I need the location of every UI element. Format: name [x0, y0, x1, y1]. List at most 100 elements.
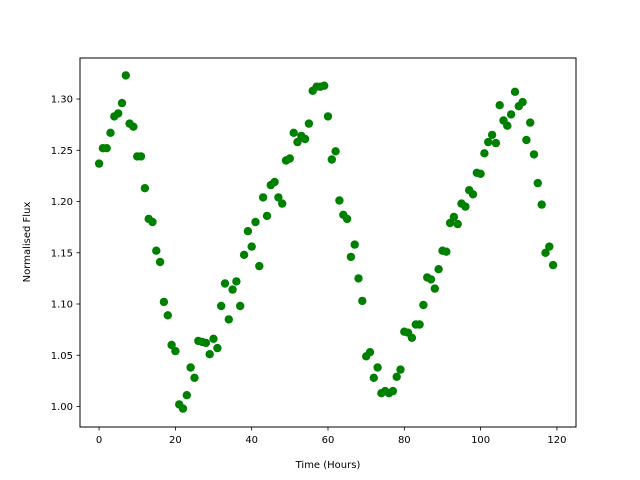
x-tick-label: 20 — [169, 435, 182, 446]
y-tick-label: 1.30 — [51, 95, 73, 106]
data-point — [518, 97, 527, 107]
data-point — [522, 135, 531, 145]
data-point — [106, 128, 115, 137]
data-point — [262, 211, 272, 221]
data-point — [285, 154, 294, 163]
x-axis-ticks: 0 20 40 60 80 100 120 — [96, 427, 566, 446]
data-point — [239, 250, 249, 259]
data-point — [415, 320, 424, 329]
data-point — [392, 372, 401, 381]
data-point — [434, 265, 443, 274]
data-point — [167, 340, 176, 350]
data-point — [159, 297, 169, 307]
data-point — [251, 217, 260, 227]
data-point — [213, 343, 222, 353]
data-point — [155, 257, 165, 267]
data-point — [327, 155, 336, 164]
x-tick-label: 0 — [96, 435, 102, 446]
y-tick-label: 1.10 — [51, 300, 73, 311]
data-point — [148, 217, 157, 227]
data-point — [449, 212, 459, 222]
data-point — [537, 200, 546, 209]
data-point — [541, 248, 550, 257]
data-point — [426, 275, 436, 284]
data-point — [300, 134, 310, 144]
data-point — [232, 277, 241, 286]
data-point — [407, 333, 417, 342]
data-point — [224, 315, 233, 324]
data-point — [369, 373, 378, 382]
data-point — [354, 274, 363, 283]
data-point — [278, 199, 287, 208]
data-point — [94, 159, 104, 168]
data-point — [388, 386, 398, 396]
data-point — [178, 404, 188, 413]
data-point — [480, 149, 489, 158]
data-point — [346, 252, 356, 262]
data-point — [186, 363, 195, 372]
data-point — [190, 373, 199, 382]
data-point — [545, 242, 554, 251]
y-tick-label: 1.15 — [51, 248, 73, 259]
data-point — [491, 138, 501, 148]
data-point — [342, 214, 352, 224]
data-point — [358, 296, 367, 306]
data-point — [350, 240, 359, 249]
x-tick-label: 40 — [245, 435, 258, 446]
data-point — [304, 119, 314, 128]
data-point — [270, 177, 279, 187]
data-point — [510, 87, 520, 97]
data-point — [136, 152, 146, 161]
data-point — [506, 110, 516, 119]
y-tick-label: 1.25 — [51, 146, 73, 157]
data-point — [243, 227, 253, 236]
data-point — [442, 247, 451, 256]
data-point — [274, 193, 283, 202]
data-points — [94, 71, 558, 413]
data-point — [102, 144, 111, 153]
data-point — [289, 128, 298, 137]
data-point — [152, 246, 161, 255]
data-point — [182, 391, 191, 400]
data-point — [228, 285, 237, 294]
data-point — [495, 101, 504, 110]
data-point — [445, 218, 455, 228]
data-point — [258, 193, 268, 202]
data-point — [247, 242, 256, 251]
data-point — [487, 130, 497, 140]
data-point — [396, 365, 405, 374]
data-point — [236, 301, 245, 311]
data-point — [121, 71, 130, 80]
data-point — [461, 202, 470, 211]
data-point — [255, 261, 264, 271]
data-point — [209, 334, 218, 343]
data-point — [323, 112, 333, 121]
y-axis-label: Normalised Flux — [22, 202, 33, 283]
x-tick-label: 100 — [471, 435, 490, 446]
data-point — [335, 196, 344, 205]
data-point — [331, 147, 340, 156]
data-point — [503, 121, 512, 130]
data-point — [320, 81, 329, 90]
data-point — [205, 350, 214, 359]
data-point — [453, 219, 462, 229]
data-point — [293, 137, 302, 147]
data-point — [529, 150, 539, 159]
y-tick-label: 1.00 — [51, 402, 73, 413]
y-tick-label: 1.05 — [51, 351, 73, 362]
data-point — [373, 363, 382, 372]
y-tick-label: 1.20 — [51, 197, 73, 208]
data-point — [526, 118, 535, 127]
x-tick-label: 80 — [398, 435, 411, 446]
data-point — [140, 184, 150, 193]
data-point — [484, 137, 493, 147]
data-point — [117, 98, 127, 108]
data-point — [419, 300, 428, 310]
data-point — [533, 178, 542, 188]
data-point — [171, 346, 180, 356]
y-axis-ticks: 1.00 1.05 1.10 1.15 1.20 1.25 1.30 — [51, 95, 80, 413]
data-point — [548, 260, 558, 270]
x-tick-label: 60 — [322, 435, 335, 446]
